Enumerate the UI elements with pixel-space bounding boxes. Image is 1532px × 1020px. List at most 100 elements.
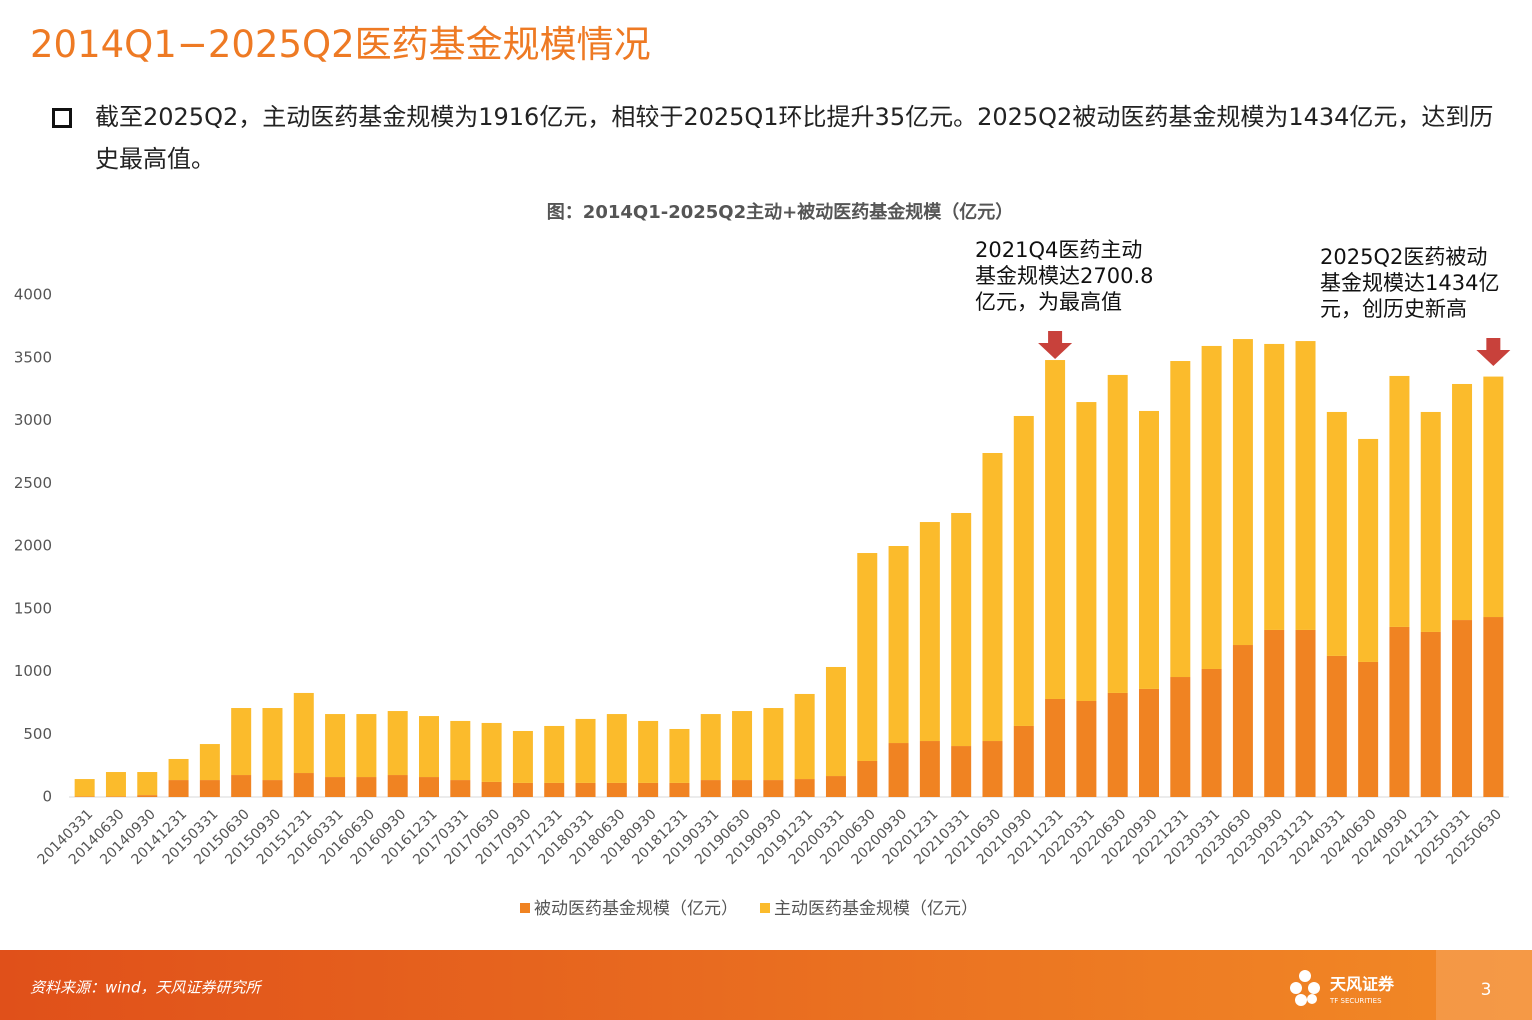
bar-segment [575,782,596,797]
bar-segment [293,692,314,774]
bar-segment [74,779,95,797]
bar-segment [763,708,784,781]
bar-segment [512,782,533,797]
y-tick-label: 1000 [14,662,52,680]
annotation-text: 亿元，为最高值 [975,290,1122,314]
bar-segment [1420,411,1441,632]
bar-segment [356,777,377,797]
bar-segment [888,546,909,744]
bar-segment [794,693,815,780]
bar-segment [763,780,784,797]
bar-segment [262,780,283,797]
bar-segment [1232,645,1253,797]
bar-segment [481,781,502,797]
legend-label: 被动医药基金规模（亿元） [534,899,738,919]
y-tick-label: 2000 [14,537,52,555]
bar-segment [857,553,878,761]
bar-segment [700,714,721,781]
y-tick-label: 1500 [14,599,52,617]
bar-segment [951,746,972,797]
bar-segment [105,772,126,797]
bar-segment [1045,360,1066,699]
bar-segment [1389,375,1410,627]
bar-segment [74,796,95,797]
bar-segment [1358,438,1379,662]
bar-segment [825,666,846,777]
bar-segment [1201,345,1222,669]
bar-segment [450,720,471,781]
bar-segment [669,728,690,783]
bar-segment [137,772,158,796]
bar-segment [1170,677,1191,797]
bar-segment [168,780,189,797]
bar-segment [982,741,1003,797]
bar-segment [356,714,377,778]
bar-segment [982,453,1003,742]
bar-segment [1264,629,1285,797]
bar-segment [1139,688,1159,797]
bar-segment [1170,361,1191,678]
bar-segment [1483,617,1504,797]
y-tick-label: 3000 [14,411,52,429]
bar-segment [325,714,346,778]
bar-segment [732,711,753,781]
bar-segment [606,782,627,797]
annotation-arrow [1476,338,1511,366]
bar-segment [293,773,314,797]
bar-segment [1013,725,1034,797]
bar-segment [919,522,940,742]
bar-segment [419,777,439,797]
bar-segment [638,720,659,783]
bar-segment [387,711,408,776]
chart-title: 图：2014Q1-2025Q2主动+被动医药基金规模（亿元） [547,201,1013,223]
bar-segment [575,718,596,783]
bar-segment [606,714,627,783]
bar-segment [1295,341,1316,630]
bar-segment [262,708,283,781]
bar-segment [1045,698,1066,797]
bar-segment [231,708,252,776]
logo-text: 天风证券 [1330,975,1395,994]
y-tick-label: 500 [23,725,52,743]
bullet-text: 截至2025Q2，主动医药基金规模为1916亿元，相较于2025Q1环比提升35… [95,103,1494,173]
bar-segment [199,744,220,781]
bar-segment [450,780,471,797]
bar-segment [857,760,878,797]
bar-segment [825,776,846,797]
bar-segment [1452,620,1473,797]
bar-segment [919,741,940,797]
logo-mark [1290,970,1320,1006]
y-tick-label: 3500 [14,348,52,366]
bar-segment [1326,411,1347,656]
bar-segment [1107,374,1128,693]
bar-segment [638,782,659,797]
bar-segment [231,775,252,797]
bullet-icon [52,108,72,128]
legend-label: 主动医药基金规模（亿元） [774,899,978,919]
logo-en: TF SECURITIES [1329,997,1382,1005]
bar-segment [419,716,439,778]
annotation-text: 元，创历史新高 [1320,297,1467,321]
bar-segment [669,782,690,797]
annotation-arrow [1038,331,1073,359]
bar-segment [1358,661,1379,797]
bar-segment [1452,383,1473,621]
bar-segment [1076,700,1097,797]
bar-segment [1076,402,1097,701]
legend-swatch [520,903,530,913]
bar-segment [1013,415,1034,726]
annotation-text: 2021Q4医药主动 [975,238,1142,262]
bar-segment [1232,339,1253,646]
bar-segment [1483,376,1504,618]
bar-segment [105,796,126,797]
bar-segment [544,782,565,797]
bar-segment [387,775,408,797]
bar-segment [544,725,565,783]
bar-segment [1389,626,1410,797]
bar-segment [1264,343,1285,630]
y-tick-label: 0 [42,788,52,806]
annotation-text: 基金规模达2700.8 [975,264,1153,288]
bar-segment [732,780,753,797]
